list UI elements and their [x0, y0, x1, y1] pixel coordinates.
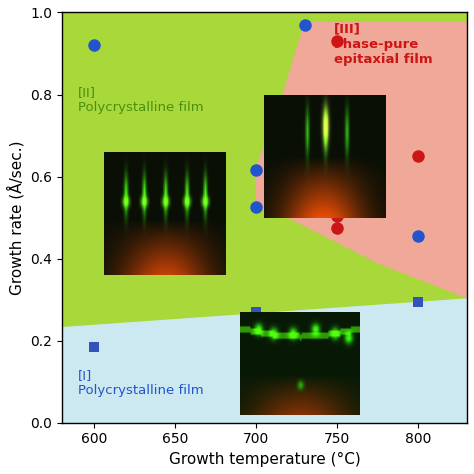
- Polygon shape: [62, 298, 467, 423]
- X-axis label: Growth temperature (°C): Growth temperature (°C): [169, 452, 360, 467]
- Text: [III]
Phase-pure
epitaxial film: [III] Phase-pure epitaxial film: [334, 23, 433, 66]
- Text: [I]
Polycrystalline film: [I] Polycrystalline film: [78, 369, 203, 397]
- Text: [II]
Polycrystalline film: [II] Polycrystalline film: [78, 86, 203, 114]
- Y-axis label: Growth rate (Å/sec.): Growth rate (Å/sec.): [7, 140, 25, 295]
- Polygon shape: [256, 23, 467, 298]
- Polygon shape: [62, 12, 467, 326]
